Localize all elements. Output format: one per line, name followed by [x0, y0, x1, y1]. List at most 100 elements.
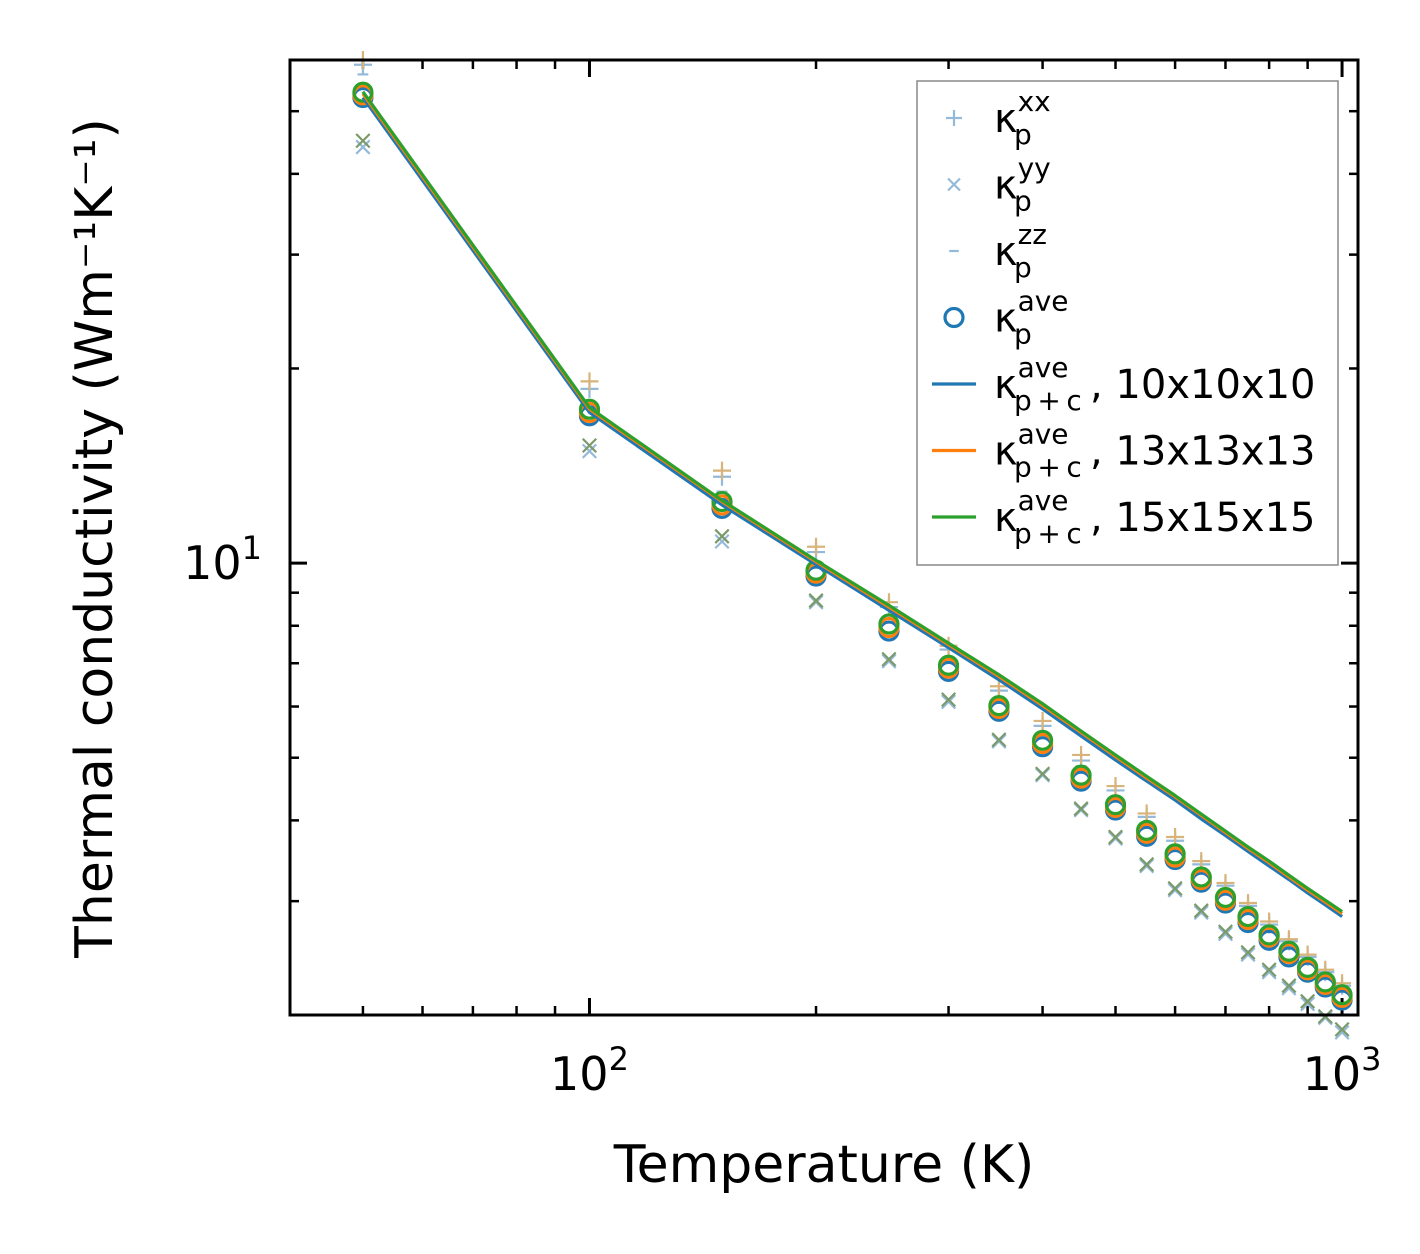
data-point [878, 613, 900, 635]
major-tick-marks [290, 60, 1358, 1015]
data-point [1278, 940, 1300, 962]
series-line [361, 96, 1344, 918]
data-point [1300, 996, 1316, 1012]
data-point [1033, 711, 1052, 730]
data-point [581, 438, 598, 454]
data-point [1031, 729, 1054, 751]
data-point [1106, 777, 1125, 796]
data-point [1190, 866, 1212, 888]
data-point [1281, 978, 1297, 994]
data-point [1281, 980, 1297, 996]
data-point [1136, 819, 1158, 841]
data-point [352, 81, 374, 103]
data-point [1164, 843, 1186, 865]
data-point [1300, 993, 1316, 1009]
data-point [1107, 829, 1124, 845]
data-point [1139, 856, 1155, 872]
data-point [1072, 745, 1091, 764]
data-point [1261, 962, 1277, 978]
data-point [1237, 905, 1259, 928]
data-point [1217, 924, 1234, 940]
legend-label: κyy [994, 152, 1051, 209]
data-point [808, 594, 824, 610]
legend-label: κave [994, 285, 1069, 342]
data-point [1297, 956, 1319, 978]
data-point [1214, 886, 1237, 909]
data-point [713, 461, 732, 480]
data-point [1167, 880, 1183, 896]
data-point [578, 398, 601, 420]
data-point [1334, 1024, 1350, 1040]
series-x [355, 139, 1350, 1040]
legend-marker-sample [946, 110, 962, 126]
data-point [881, 653, 897, 669]
legend-label-suffix: , 10x10x10 [1090, 362, 1315, 408]
overlay-x [355, 133, 1350, 1037]
data-point [1261, 964, 1277, 980]
x-tick-label: 102 [550, 1040, 629, 1101]
data-point [711, 490, 733, 513]
data-point [1314, 971, 1336, 993]
data-point [1240, 947, 1256, 963]
data-point [937, 654, 960, 676]
data-point [1240, 944, 1256, 960]
data-point [580, 372, 599, 391]
data-point [714, 528, 730, 544]
overlay-plus [353, 51, 1352, 993]
data-point [581, 443, 598, 459]
data-point [1334, 1021, 1350, 1037]
legend-label-sub: p + c [1014, 517, 1082, 550]
data-point [1104, 794, 1127, 816]
data-point [1137, 804, 1156, 823]
legend-label: κzz [994, 218, 1047, 275]
legend-frame [916, 80, 1339, 566]
data-point [807, 537, 826, 556]
x-axis-title: Temperature (K) [613, 1135, 1035, 1195]
series-line [361, 90, 1343, 913]
legend-label-sub: p [1014, 118, 1032, 151]
plot-frame [288, 58, 1360, 1017]
y-tick-label: 101 [183, 529, 262, 590]
data-point [1167, 882, 1183, 898]
data-point [988, 694, 1010, 717]
legend-label-sub: p [1014, 318, 1032, 351]
legend-marker-sample [947, 177, 961, 192]
legend-label: κave [994, 484, 1069, 541]
data-point [1331, 984, 1353, 1006]
data-point [991, 733, 1007, 749]
legend-label-sub: p + c [1014, 384, 1082, 417]
plot-data [352, 51, 1353, 1040]
legend-label-suffix: , 15x15x15 [1090, 495, 1315, 541]
data-point [1166, 828, 1185, 847]
legend-label: κxx [994, 85, 1051, 142]
x-tick-label: 103 [1303, 1040, 1382, 1101]
x-tick-labels: 102 103 [550, 1040, 1381, 1101]
data-point [714, 533, 730, 550]
legend-label-sub: p [1014, 185, 1032, 218]
legend-label-sub: p [1014, 251, 1032, 284]
y-axis-title: Thermal conductivity (Wm⁻¹K⁻¹) [65, 118, 125, 959]
legend-label: κave [994, 351, 1069, 408]
data-point [941, 694, 957, 710]
data-point [991, 732, 1007, 748]
data-point [355, 139, 371, 155]
data-point [1193, 905, 1209, 921]
data-point [1073, 801, 1089, 817]
data-point [1258, 924, 1280, 946]
legend-marker-sample [943, 306, 965, 329]
data-point [941, 692, 957, 708]
data-point [1035, 766, 1051, 782]
data-point [1139, 858, 1155, 874]
data-point [355, 133, 371, 149]
data-point [808, 593, 824, 609]
legend-label-suffix: , 13x13x13 [1090, 429, 1315, 475]
data-point [1070, 764, 1092, 786]
legend-label: κave [994, 418, 1069, 475]
